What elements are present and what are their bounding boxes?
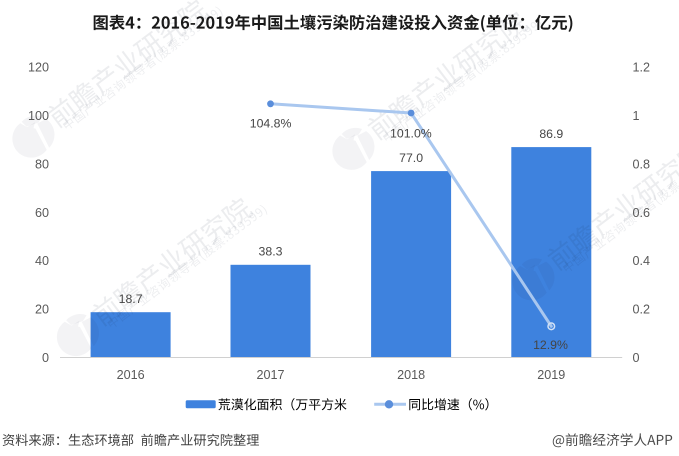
svg-text:0.8: 0.8: [633, 157, 651, 171]
svg-text:0: 0: [42, 351, 49, 365]
svg-text:100: 100: [28, 109, 49, 123]
svg-text:80: 80: [35, 157, 49, 171]
svg-text:2017: 2017: [256, 368, 284, 382]
svg-text:77.0: 77.0: [399, 151, 423, 165]
svg-text:2019: 2019: [537, 368, 565, 382]
svg-text:101.0%: 101.0%: [390, 127, 432, 141]
svg-text:40: 40: [35, 254, 49, 268]
svg-text:0.6: 0.6: [633, 206, 651, 220]
svg-text:0.2: 0.2: [633, 303, 651, 317]
svg-text:60: 60: [35, 206, 49, 220]
svg-text:20: 20: [35, 303, 49, 317]
svg-text:38.3: 38.3: [259, 245, 283, 259]
svg-text:18.7: 18.7: [119, 292, 143, 306]
svg-text:2018: 2018: [397, 368, 425, 382]
svg-text:1.2: 1.2: [633, 61, 651, 75]
svg-text:104.8%: 104.8%: [250, 117, 292, 131]
svg-text:86.9: 86.9: [539, 127, 563, 141]
svg-text:2016: 2016: [117, 368, 145, 382]
svg-text:1: 1: [633, 109, 640, 123]
svg-text:12.9%: 12.9%: [533, 338, 568, 352]
svg-text:0: 0: [633, 351, 640, 365]
svg-text:120: 120: [28, 61, 49, 75]
svg-text:0.4: 0.4: [633, 254, 651, 268]
